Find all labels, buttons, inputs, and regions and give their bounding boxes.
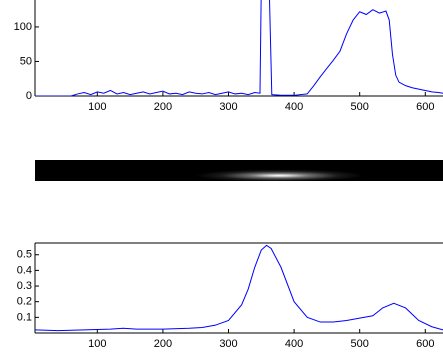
line-series (35, 245, 443, 330)
y-tick-label: 0 (26, 90, 32, 102)
page: 0 50 100 100 200 300 400 500 600 0.1 0.2 0.3 0.4 0.5 1… (0, 0, 443, 352)
x-tick-label: 500 (351, 101, 369, 113)
y-tick-label: 0.4 (17, 264, 32, 276)
y-tick-label: 100 (14, 21, 32, 33)
x-tick-label: 600 (416, 338, 434, 350)
y-tick-label: 0.3 (17, 280, 32, 292)
x-tick-label: 300 (219, 101, 237, 113)
x-tick-label: 100 (88, 101, 106, 113)
x-tick-label: 500 (351, 338, 369, 350)
x-tick-label: 100 (88, 338, 106, 350)
y-tick-label: 50 (20, 55, 32, 67)
image-blob (145, 163, 385, 181)
x-tick-label: 400 (285, 101, 303, 113)
x-tick-label: 600 (416, 101, 434, 113)
line-series (35, 0, 443, 96)
y-tick-label: 0.1 (17, 311, 32, 323)
y-tick-label: 0.5 (17, 249, 32, 261)
figure: 0 50 100 100 200 300 400 500 600 0.1 0.2 0.3 0.4 0.5 1… (0, 0, 443, 352)
y-tick-label: 0.2 (17, 296, 32, 308)
x-tick-label: 200 (154, 338, 172, 350)
x-tick-label: 400 (285, 338, 303, 350)
x-tick-label: 200 (154, 101, 172, 113)
x-tick-label: 300 (219, 338, 237, 350)
